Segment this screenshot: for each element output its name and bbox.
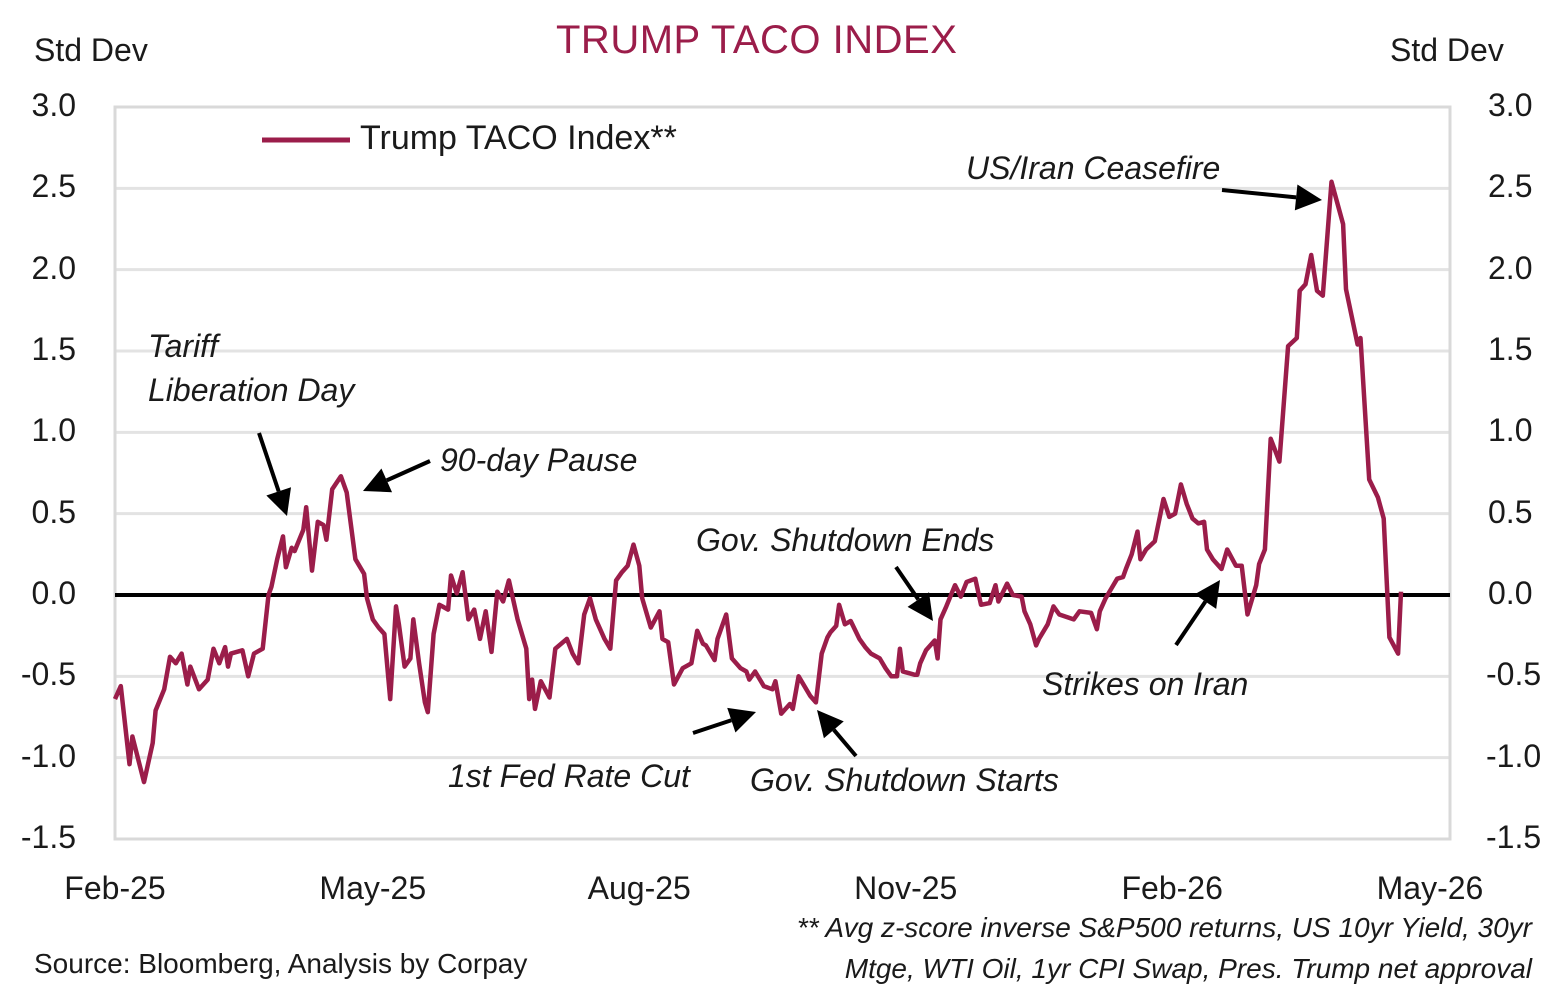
arrow-1st-fed-rate-cut xyxy=(692,707,756,735)
legend-entry: Trump TACO Index** xyxy=(360,119,677,157)
y-tick-label-right: 2.5 xyxy=(1488,168,1533,205)
y-tick-label-left: 2.5 xyxy=(31,168,76,205)
annotation-strikes-on-iran: Strikes on Iran xyxy=(1042,666,1249,702)
series-line-trump-taco-index xyxy=(112,179,1404,785)
annotation-arrows xyxy=(257,184,1322,758)
annotation-gov-shutdown-starts: Gov. Shutdown Starts xyxy=(750,762,1059,798)
arrow-tariff-liberation-day xyxy=(257,432,292,516)
y-tick-label-left: 0.5 xyxy=(31,493,76,530)
y-tick-label-left: -1.5 xyxy=(20,819,76,855)
y-tick-label-right: -0.5 xyxy=(1486,656,1542,693)
annotation-1st-fed-rate-cut: 1st Fed Rate Cut xyxy=(448,758,690,794)
arrow-us-iran-ceasefire xyxy=(1221,184,1322,211)
annotation-text: Tariff xyxy=(148,328,218,364)
annotation-us-iran-ceasefire: US/Iran Ceasefire xyxy=(966,150,1221,186)
x-tick-label: Aug-25 xyxy=(587,870,691,906)
arrow-90-day-pause xyxy=(363,459,431,493)
arrow-gov-shutdown-ends xyxy=(894,565,933,621)
arrow-strikes-on-iran xyxy=(1174,580,1220,647)
x-tick-label: Feb-26 xyxy=(1121,870,1223,906)
y-tick-label-right: 1.5 xyxy=(1488,331,1533,367)
annotation-gov-shutdown-ends: Gov. Shutdown Ends xyxy=(696,522,995,558)
y-tick-label-right: -1.0 xyxy=(1486,737,1542,774)
plot-frame xyxy=(113,105,1452,841)
y-axis-label-left: Std Dev xyxy=(34,32,148,68)
y-tick-label-left: -1.0 xyxy=(20,737,76,774)
arrow-gov-shutdown-starts xyxy=(817,710,858,758)
annotation-text: Liberation Day xyxy=(148,372,355,408)
arrowhead xyxy=(1194,580,1220,609)
y-tick-label-left: 0.0 xyxy=(31,575,76,611)
annotation-tariff-liberation-day: Tariff Liberation Day xyxy=(148,324,354,412)
arrowhead xyxy=(266,487,292,516)
arrowhead xyxy=(363,468,393,493)
arrowhead xyxy=(817,710,844,739)
y-tick-label-right: 0.5 xyxy=(1488,493,1533,530)
arrowhead xyxy=(907,592,933,621)
x-tick-label: May-25 xyxy=(319,870,427,906)
y-tick-label-right: 3.0 xyxy=(1488,87,1533,123)
y-tick-label-right: 0.0 xyxy=(1488,575,1533,611)
y-tick-label-left: -0.5 xyxy=(20,656,76,693)
gridlines xyxy=(115,105,1450,841)
y-tick-label-left: 2.0 xyxy=(31,249,76,286)
chart-title: TRUMP TACO INDEX xyxy=(556,18,958,62)
arrowhead xyxy=(1294,184,1322,211)
x-tick-label: May-26 xyxy=(1376,870,1484,906)
y-tick-label-right: -1.5 xyxy=(1486,819,1542,855)
footnote-line-1: ** Avg z-score inverse S&P500 returns, U… xyxy=(796,912,1532,943)
y-tick-label-left: 1.5 xyxy=(31,331,76,367)
x-tick-label: Nov-25 xyxy=(854,870,958,906)
annotation-90-day-pause: 90-day Pause xyxy=(440,442,638,478)
y-tick-label-left: 1.0 xyxy=(31,412,76,449)
y-tick-label-right: 1.0 xyxy=(1488,412,1533,449)
x-tick-label: Feb-25 xyxy=(64,870,166,906)
arrowhead xyxy=(727,707,756,733)
y-tick-label-left: 3.0 xyxy=(31,87,76,123)
y-tick-label-right: 2.0 xyxy=(1488,249,1533,286)
footnote-line-2: Mtge, WTI Oil, 1yr CPI Swap, Pres. Trump… xyxy=(844,953,1532,984)
y-axis-label-right: Std Dev xyxy=(1390,32,1504,68)
source-note: Source: Bloomberg, Analysis by Corpay xyxy=(34,948,528,979)
